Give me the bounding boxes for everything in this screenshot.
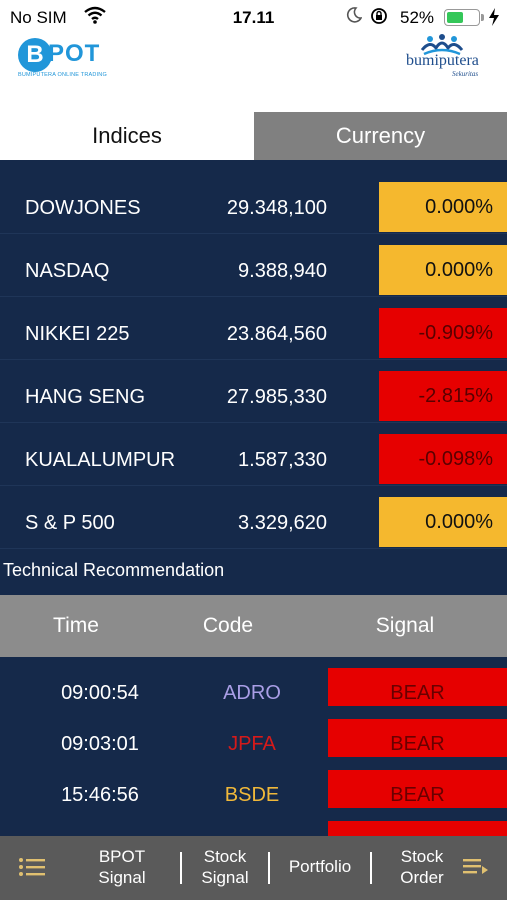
market-tabs: Indices Currency (0, 112, 507, 160)
nav-portfolio[interactable]: Portfolio (280, 856, 360, 877)
index-name: DOWJONES (25, 197, 141, 219)
index-name: NIKKEI 225 (25, 323, 130, 345)
signal-code: JPFA (228, 733, 276, 755)
table-row[interactable] (0, 810, 507, 836)
nav-label-line1: Stock (400, 847, 444, 866)
nav-label-line2: Signal (98, 868, 146, 887)
index-change-badge: 0.000% (379, 245, 507, 295)
index-row[interactable]: NASDAQ 9.388,940 0.000% (0, 245, 507, 297)
index-name: NASDAQ (25, 260, 110, 282)
nav-stock-order[interactable]: Stock Order (382, 846, 462, 888)
index-value: 29.348,100 (226, 197, 327, 219)
bumiputera-logo-mark (420, 34, 464, 56)
nav-divider (268, 852, 270, 884)
app-header: B POT BUMIPUTERA ONLINE TRADING bumipute… (0, 34, 507, 112)
nav-stock-signal[interactable]: Stock Signal (186, 846, 264, 888)
signal-time: 09:00:54 (61, 682, 139, 704)
column-header-signal: Signal (375, 614, 435, 637)
indices-list: DOWJONES 29.348,100 0.000% NASDAQ 9.388,… (0, 160, 507, 555)
table-row[interactable]: 09:00:54 ADRO BEAR (0, 657, 507, 708)
bpot-logo: B POT BUMIPUTERA ONLINE TRADING (18, 38, 108, 78)
index-row[interactable]: DOWJONES 29.348,100 0.000% (0, 182, 507, 234)
table-row[interactable]: 15:46:56 BSDE BEAR (0, 759, 507, 810)
index-row[interactable]: KUALALUMPUR 1.587,330 -0.098% (0, 434, 507, 486)
nav-divider (180, 852, 182, 884)
index-change-badge: 0.000% (379, 497, 507, 547)
index-row[interactable]: HANG SENG 27.985,330 -2.815% (0, 371, 507, 423)
index-row[interactable]: S & P 500 3.329,620 0.000% (0, 497, 507, 549)
rotation-lock-icon (371, 8, 387, 24)
bpot-logo-text: POT (48, 40, 101, 67)
signal-badge: BEAR (328, 719, 507, 757)
technical-table-body: 09:00:54 ADRO BEAR 09:03:01 JPFA BEAR 15… (0, 657, 507, 836)
technical-recommendation-title: Technical Recommendation (0, 555, 507, 595)
tab-indices[interactable]: Indices (0, 112, 254, 160)
nav-label-line2: Signal (201, 868, 249, 887)
battery-tip (481, 14, 484, 21)
carrier-label: No SIM (10, 8, 67, 27)
index-row[interactable]: NIKKEI 225 23.864,560 -0.909% (0, 308, 507, 360)
battery-fill (447, 12, 463, 23)
moon-icon (346, 7, 362, 23)
nav-label-line1: Portfolio (288, 857, 352, 876)
bpot-logo-mark: B (18, 38, 52, 72)
signal-code: BSDE (224, 784, 280, 806)
signal-badge: BEAR (328, 770, 507, 808)
signal-badge: BEAR (328, 668, 507, 706)
list-add-icon[interactable] (462, 856, 490, 878)
index-value: 27.985,330 (226, 386, 327, 408)
nav-label-line1: BPOT (98, 847, 146, 866)
clock: 17.11 (232, 8, 275, 27)
nav-divider (370, 852, 372, 884)
index-change-badge: -0.098% (379, 434, 507, 484)
battery-icon (444, 9, 480, 26)
battery-percent: 52% (400, 8, 435, 27)
index-name: KUALALUMPUR (25, 449, 176, 471)
status-bar: No SIM 17.11 52% (0, 0, 507, 34)
index-value: 3.329,620 (238, 512, 327, 534)
bpot-logo-subtitle: BUMIPUTERA ONLINE TRADING (18, 72, 107, 78)
signal-code: ADRO (223, 682, 281, 704)
index-value: 23.864,560 (226, 323, 327, 345)
index-value: 9.388,940 (238, 260, 327, 282)
index-change-badge: 0.000% (379, 182, 507, 232)
nav-bpot-signal[interactable]: BPOT Signal (82, 846, 162, 888)
signal-badge (328, 821, 507, 836)
charging-bolt-icon (489, 8, 499, 26)
column-header-time: Time (53, 614, 99, 637)
column-header-code: Code (202, 614, 254, 637)
bumiputera-logo-subtitle: Sekuritas (452, 70, 479, 78)
wifi-icon (84, 6, 106, 24)
bumiputera-logo: bumiputera Sekuritas (404, 34, 504, 78)
bottom-nav: BPOT Signal Stock Signal Portfolio Stock… (0, 836, 507, 900)
nav-label-line2: Order (400, 868, 444, 887)
bumiputera-logo-text: bumiputera (406, 52, 479, 69)
index-change-badge: -2.815% (379, 371, 507, 421)
signal-time: 09:03:01 (61, 733, 139, 755)
index-value: 1.587,330 (238, 449, 327, 471)
table-row[interactable]: 09:03:01 JPFA BEAR (0, 708, 507, 759)
index-change-badge: -0.909% (379, 308, 507, 358)
tab-currency[interactable]: Currency (254, 112, 507, 160)
list-icon[interactable] (18, 856, 46, 878)
signal-time: 15:46:56 (61, 784, 139, 806)
index-name: S & P 500 (25, 512, 115, 534)
technical-table-header: Time Code Signal (0, 595, 507, 657)
nav-label-line1: Stock (203, 847, 247, 866)
index-name: HANG SENG (25, 386, 146, 408)
